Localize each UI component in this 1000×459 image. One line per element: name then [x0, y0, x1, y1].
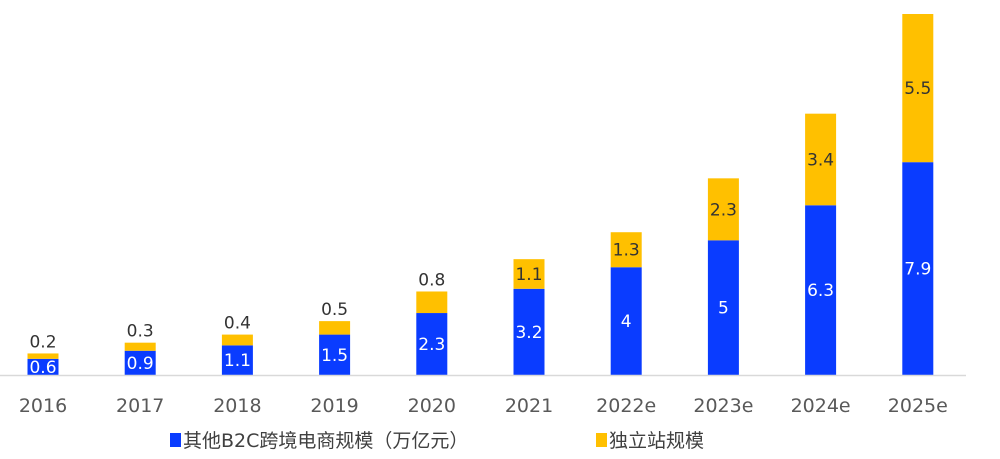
bar-blue-2024e	[805, 205, 837, 375]
bar-yellow-2018	[221, 334, 253, 346]
data-label-blue-2019: 1.5	[321, 346, 348, 366]
data-label-yellow-2016: 0.2	[29, 332, 56, 352]
data-label-yellow-2017: 0.3	[127, 322, 154, 342]
data-label-yellow-2023e: 2.3	[710, 200, 737, 220]
data-label-yellow-2018: 0.4	[224, 314, 251, 334]
bar-blue-2019	[319, 334, 351, 375]
legend-label-blue: 其他B2C跨境电商规模（万亿元）	[183, 430, 468, 452]
bar-yellow-2020	[416, 291, 448, 314]
bar-yellow-2024e	[805, 113, 837, 206]
bar-yellow-2016	[27, 353, 59, 359]
data-label-yellow-2025e: 5.5	[904, 79, 931, 99]
data-label-yellow-2021: 1.1	[515, 265, 542, 285]
legend-label-yellow: 独立站规模	[609, 430, 704, 452]
data-label-blue-2017: 0.9	[127, 354, 154, 374]
data-label-yellow-2020: 0.8	[418, 270, 445, 290]
x-tick-labels: 2016 2017 2018 2019 2020 2021 2022e 2023e 2024e 2…	[19, 395, 948, 417]
bar-blue-2021	[513, 288, 545, 375]
legend-swatch-yellow	[596, 433, 607, 447]
x-tick-2020: 2020	[408, 395, 456, 417]
bar-blue-2018	[221, 345, 253, 375]
bar-yellow-2022e	[610, 232, 642, 268]
data-label-blue-2021: 3.2	[515, 323, 542, 343]
bar-blue-2017	[124, 350, 156, 375]
x-tick-2024e: 2024e	[791, 395, 851, 417]
x-tick-2017: 2017	[116, 395, 164, 417]
data-label-yellow-2022e: 1.3	[613, 241, 640, 261]
bar-blue-2016	[27, 358, 59, 375]
data-label-yellow-2019: 0.5	[321, 300, 348, 320]
x-tick-2019: 2019	[310, 395, 358, 417]
x-tick-2023e: 2023e	[693, 395, 753, 417]
bar-yellow-2017	[124, 342, 156, 351]
x-tick-2016: 2016	[19, 395, 67, 417]
x-tick-2022e: 2022e	[596, 395, 656, 417]
data-label-blue-2023e: 5	[718, 299, 729, 319]
data-label-blue-2020: 2.3	[418, 335, 445, 355]
data-label-blue-2025e: 7.9	[904, 260, 931, 280]
bars-group: 0.6 0.2 0.9 0.3 1.1 0.4 1.5 0.5 2.3 0.8 3.2 1.1 4 1.3…	[27, 14, 934, 378]
bar-blue-2022e	[610, 267, 642, 375]
data-label-blue-2016: 0.6	[29, 358, 56, 378]
bar-blue-2025e	[902, 162, 934, 375]
legend-swatch-blue	[170, 433, 181, 447]
data-label-blue-2018: 1.1	[224, 351, 251, 371]
bar-yellow-2025e	[902, 14, 934, 163]
legend: 其他B2C跨境电商规模（万亿元） 独立站规模	[170, 430, 704, 452]
bar-blue-2023e	[707, 240, 739, 375]
bar-blue-2020	[416, 313, 448, 375]
data-label-yellow-2024e: 3.4	[807, 150, 834, 170]
data-label-blue-2022e: 4	[621, 312, 632, 332]
x-tick-2025e: 2025e	[888, 395, 948, 417]
data-label-blue-2024e: 6.3	[807, 281, 834, 301]
x-tick-2021: 2021	[505, 395, 553, 417]
bar-yellow-2019	[319, 321, 351, 335]
bar-yellow-2023e	[707, 178, 739, 241]
bar-yellow-2021	[513, 259, 545, 289]
x-tick-2018: 2018	[213, 395, 261, 417]
